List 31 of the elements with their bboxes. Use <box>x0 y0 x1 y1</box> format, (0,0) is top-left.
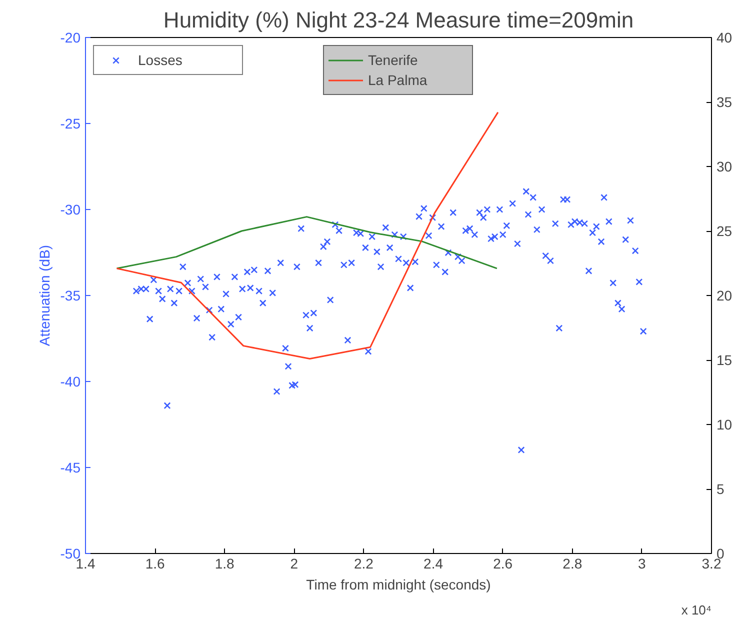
x-tick-label: 3 <box>638 556 646 572</box>
y-tick-label: -30 <box>60 202 81 218</box>
y-tick-label: -45 <box>60 460 81 476</box>
y2-tick-label: 5 <box>716 481 724 497</box>
text: x 10⁴ <box>681 602 712 618</box>
x-tick-label: 2 <box>290 556 298 572</box>
y2-tick-label: 35 <box>716 94 732 110</box>
y2-tick-label: 15 <box>716 352 732 368</box>
line-series <box>116 216 498 270</box>
y2-tick-label: 30 <box>716 158 732 174</box>
y2-tick-label: 10 <box>716 416 732 432</box>
x-tick-label: 2.2 <box>354 556 374 572</box>
chart-title: Humidity (%) Night 23-24 Measure time=209min <box>163 8 634 32</box>
y2-tick-label: 40 <box>716 30 732 46</box>
x-tick-label: 2.4 <box>424 556 444 572</box>
y-tick-label: -35 <box>60 288 81 304</box>
x-tick-label: 2.6 <box>493 556 513 572</box>
y-tick-label: -20 <box>60 30 81 46</box>
y-tick-label: -25 <box>60 116 81 132</box>
y-axis-title: Attenuation (dB) <box>36 244 52 346</box>
x-axis-title: Time from midnight (seconds) <box>306 576 491 592</box>
y2-tick-label: 25 <box>716 223 732 239</box>
line-series <box>116 112 499 360</box>
x-tick-label: 1.8 <box>214 556 235 572</box>
x-tick-label: 2.8 <box>562 556 582 572</box>
x-tick-label: 1.6 <box>145 556 165 572</box>
legend-label: La Palma <box>368 72 428 88</box>
y-tick-label: -40 <box>60 374 81 390</box>
legend-label: Losses <box>138 52 184 68</box>
legend-label: Tenerife <box>368 52 419 68</box>
y2-tick-label: 20 <box>716 288 732 304</box>
